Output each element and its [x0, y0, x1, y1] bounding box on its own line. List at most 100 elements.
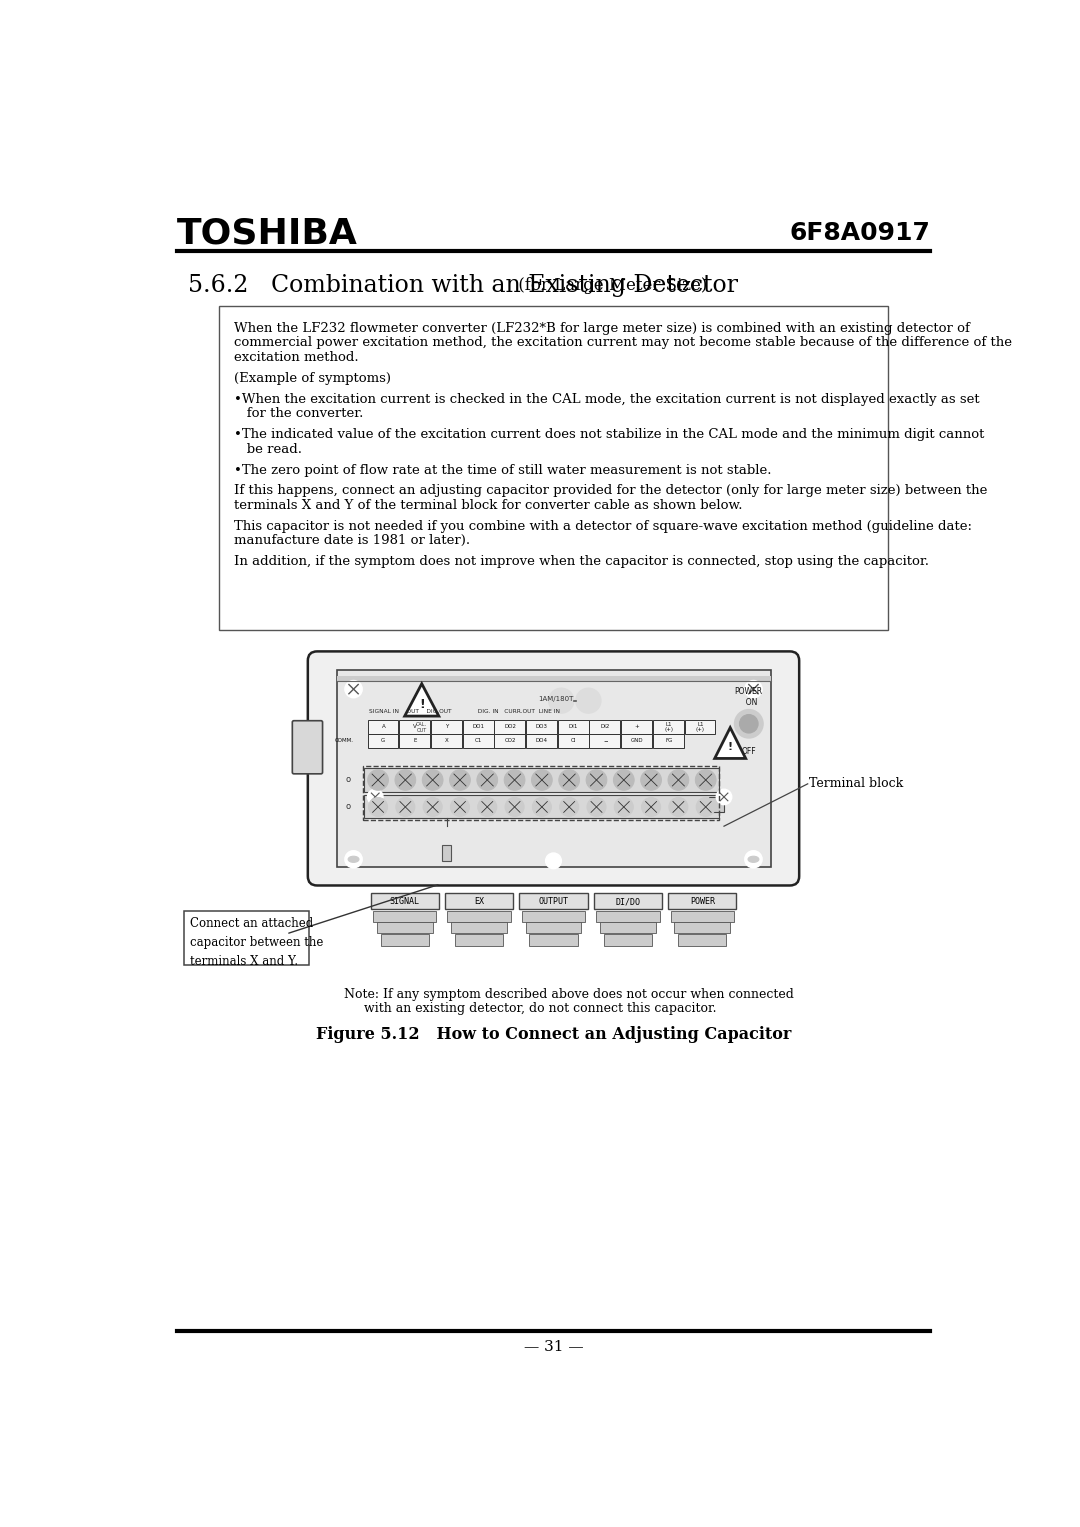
Text: E: E	[414, 738, 417, 744]
Text: COMM.: COMM.	[335, 738, 353, 744]
Bar	[377, 922, 433, 933]
Circle shape	[395, 770, 416, 791]
Text: DI1: DI1	[569, 724, 578, 730]
Text: CI: CI	[571, 738, 577, 744]
Circle shape	[640, 770, 661, 791]
Text: (for Large Meter Size): (for Large Meter Size)	[513, 276, 707, 295]
Text: OFF: OFF	[742, 747, 756, 756]
Text: FG: FG	[665, 738, 673, 744]
Text: Note: If any symptom described above does not occur when connected: Note: If any symptom described above doe…	[345, 988, 794, 1000]
Circle shape	[745, 681, 762, 698]
Text: Connect an attached
capacitor between the
terminals X and Y.: Connect an attached capacitor between th…	[190, 918, 323, 968]
Bar	[370, 893, 438, 909]
Text: Figure 5.12   How to Connect an Adjusting Capacitor: Figure 5.12 How to Connect an Adjusting …	[315, 1026, 792, 1043]
Text: SIGNAL: SIGNAL	[390, 898, 420, 906]
Circle shape	[734, 710, 762, 738]
Circle shape	[367, 789, 383, 805]
Bar	[447, 912, 511, 922]
Text: excitation method.: excitation method.	[234, 351, 359, 363]
Bar	[652, 734, 684, 748]
Circle shape	[613, 770, 634, 791]
Circle shape	[669, 797, 688, 817]
Text: terminals X and Y of the terminal block for converter cable as shown below.: terminals X and Y of the terminal block …	[234, 499, 743, 512]
Circle shape	[504, 770, 525, 791]
Text: •When the excitation current is checked in the CAL mode, the excitation current : •When the excitation current is checked …	[234, 392, 980, 406]
Circle shape	[642, 797, 661, 817]
Bar	[363, 767, 719, 820]
Text: be read.: be read.	[234, 443, 302, 455]
Bar	[380, 935, 429, 947]
Bar	[431, 719, 462, 734]
Text: CAL.
OUT: CAL. OUT	[416, 722, 428, 733]
Text: DI2: DI2	[600, 724, 610, 730]
Text: TOSHIBA: TOSHIBA	[177, 217, 357, 250]
Bar	[526, 719, 557, 734]
Bar	[445, 893, 513, 909]
Circle shape	[532, 797, 552, 817]
Circle shape	[576, 689, 600, 713]
Circle shape	[615, 797, 633, 817]
Text: When the LF232 flowmeter converter (LF232*B for large meter size) is combined wi: When the LF232 flowmeter converter (LF23…	[234, 322, 970, 334]
Text: C1: C1	[475, 738, 482, 744]
Text: GND: GND	[631, 738, 644, 744]
Text: 6F8A0917: 6F8A0917	[789, 221, 930, 246]
Text: o: o	[346, 776, 351, 785]
Text: DO4: DO4	[536, 738, 548, 744]
Bar	[367, 734, 399, 748]
Circle shape	[549, 689, 573, 713]
Bar	[590, 719, 620, 734]
Text: DO2: DO2	[504, 724, 516, 730]
Bar	[678, 935, 727, 947]
Text: −: −	[603, 738, 608, 744]
Bar	[526, 734, 557, 748]
Text: G: G	[381, 738, 386, 744]
Bar	[462, 719, 494, 734]
Text: POWER
  ON: POWER ON	[734, 687, 762, 707]
Circle shape	[345, 681, 362, 698]
Text: with an existing detector, do not connect this capacitor.: with an existing detector, do not connec…	[364, 1002, 717, 1015]
Circle shape	[697, 797, 715, 817]
Text: !: !	[728, 742, 732, 751]
Circle shape	[545, 854, 562, 869]
Text: +: +	[635, 724, 639, 730]
Bar	[455, 935, 503, 947]
Circle shape	[449, 770, 470, 791]
Bar	[604, 935, 652, 947]
Text: X: X	[445, 738, 448, 744]
Circle shape	[586, 797, 606, 817]
Polygon shape	[405, 684, 438, 716]
Bar	[364, 768, 719, 793]
Text: 1AM/180T: 1AM/180T	[538, 696, 573, 702]
Bar	[596, 912, 660, 922]
Circle shape	[669, 770, 689, 791]
Circle shape	[740, 715, 758, 733]
Text: (Example of symptoms): (Example of symptoms)	[234, 373, 391, 385]
Text: !: !	[419, 698, 424, 712]
Circle shape	[559, 797, 579, 817]
Text: •The indicated value of the excitation current does not stabilize in the CAL mod: •The indicated value of the excitation c…	[234, 428, 985, 441]
Circle shape	[477, 770, 498, 791]
Bar	[367, 719, 399, 734]
Bar	[364, 796, 719, 818]
Text: In addition, if the symptom does not improve when the capacitor is connected, st: In addition, if the symptom does not imp…	[234, 556, 929, 568]
Text: DO1: DO1	[472, 724, 485, 730]
Circle shape	[696, 770, 716, 791]
Bar	[184, 912, 309, 965]
Ellipse shape	[748, 857, 759, 863]
Circle shape	[395, 797, 415, 817]
Bar	[685, 719, 715, 734]
Text: commercial power excitation method, the excitation current may not become stable: commercial power excitation method, the …	[234, 336, 1012, 350]
Bar	[442, 846, 451, 861]
Text: CO2: CO2	[504, 738, 516, 744]
Bar	[674, 922, 730, 933]
Bar	[400, 719, 430, 734]
Text: Y: Y	[445, 724, 448, 730]
Bar	[594, 893, 662, 909]
Circle shape	[531, 770, 552, 791]
Bar	[522, 912, 585, 922]
Text: — 31 —: — 31 —	[524, 1341, 583, 1354]
Circle shape	[505, 797, 524, 817]
Bar	[373, 912, 436, 922]
Bar	[669, 893, 737, 909]
FancyBboxPatch shape	[293, 721, 323, 774]
